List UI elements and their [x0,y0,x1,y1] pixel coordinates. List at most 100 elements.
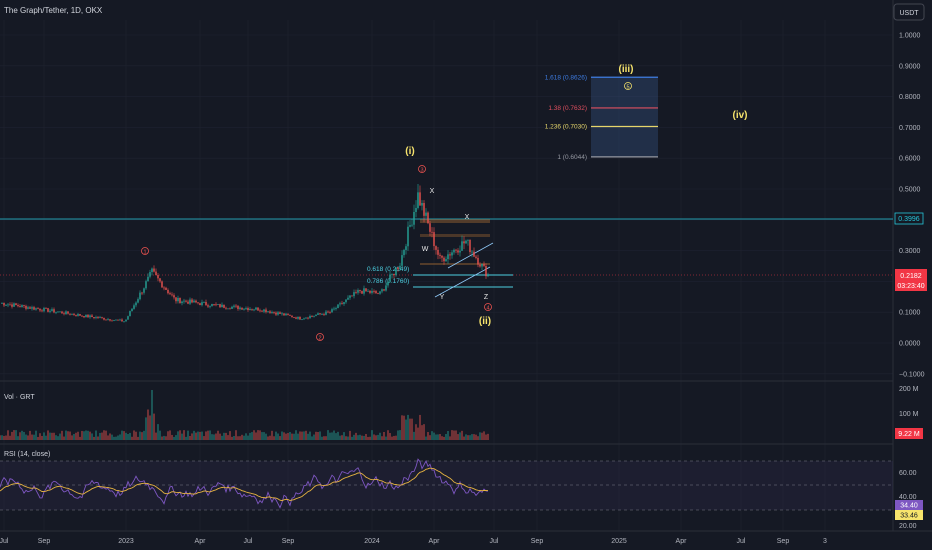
candle-body [221,304,223,308]
volume-bar [407,414,409,440]
candle-body [107,319,109,321]
volume-bar [247,435,249,440]
candle-body [367,290,369,292]
volume-bar [65,430,67,440]
candle-body [63,313,65,315]
candle-body [391,273,393,275]
volume-bar [327,430,329,440]
volume-bar [229,431,231,440]
currency-button[interactable] [893,3,925,21]
volume-bar [371,430,373,440]
candle-body [243,308,245,310]
candle-body [457,250,459,253]
volume-bar [239,436,241,440]
candle-body [421,203,423,206]
candle-body [157,275,159,279]
volume-bar [115,436,117,440]
volume-bar [147,409,149,440]
volume-bar [233,435,235,440]
wave-label-x-second: X [465,214,470,221]
volume-bar [225,432,227,440]
price-tick: 0.5000 [899,187,921,194]
time-axis[interactable]: Jul Sep 2023 Apr Jul Sep 2024 Apr Jul Sep 2025 Apr J… [0,538,827,545]
volume-bar [357,435,359,440]
candle-body [429,223,431,232]
candle-body [321,314,323,315]
price-series[interactable] [1,183,489,323]
volume-bar [295,430,297,440]
candle-body [229,308,231,310]
candle-body [459,250,461,253]
symbol-title[interactable]: The Graph/Tether, 1D, OKX [4,6,103,15]
candle-body [435,246,437,250]
volume-bar [329,432,331,440]
candle-body [299,316,301,320]
wave-label-w: W [422,246,429,253]
volume-bar [97,436,99,440]
volume-bar [189,435,191,440]
candle-body [241,307,243,310]
volume-bar [35,430,37,440]
volume-bar [383,431,385,440]
candle-body [481,263,483,267]
volume-bar [395,435,397,440]
volume-bar [399,430,401,440]
candle-body [265,309,267,313]
volume-bar [11,431,13,440]
volume-bar [249,432,251,440]
volume-bar [359,434,361,440]
volume-bar [43,432,45,440]
volume-bar [69,431,71,440]
time-label: Sep [777,538,790,545]
candle-body [27,307,29,309]
candle-body [337,304,339,309]
volume-bar [335,433,337,440]
volume-bar [141,432,143,440]
time-label: 2025 [611,538,627,545]
volume-bar [81,430,83,440]
candle-body [205,301,207,306]
price-tick: −0.1000 [899,371,925,378]
volume-bar [221,435,223,440]
volume-bar [207,430,209,440]
volume-bar [99,432,101,440]
candle-body [121,319,123,322]
volume-bar [339,435,341,440]
wave-circle-3 [418,165,426,173]
candle-body [129,311,131,317]
volume-bar [193,430,195,440]
candle-body [427,212,429,224]
candle-body [331,309,333,313]
volume-bar [277,433,279,440]
candle-body [11,304,13,307]
candle-body [261,310,263,312]
time-label: Apr [195,538,207,545]
candle-body [431,231,433,233]
volume-bar [183,430,185,440]
volume-bar [443,436,445,440]
fib-extension[interactable]: 1.618 (0.8626) 1.38 (0.7632) 1.236 (0.7030… [545,64,658,161]
candle-body [385,285,387,291]
currency-button-label: USDT [899,10,919,17]
wave-label-iii: (iii) [619,64,634,75]
wave-label-z: Z [484,294,489,301]
volume-bar [71,435,73,440]
volume-bar [67,431,69,440]
volume-bar [15,430,17,440]
candle-body [135,302,137,306]
candle-body [17,305,19,307]
volume-bar [287,432,289,440]
volume-bar [427,432,429,440]
fib-zone-mid [420,234,490,237]
candle-body [131,308,133,312]
candle-body [443,257,445,262]
wave-circle-2-label: 2 [318,336,321,342]
candle-body [35,308,37,310]
volume-bar [391,436,393,440]
volume-bar [379,432,381,440]
candle-body [223,304,225,308]
candle-body [371,290,373,293]
price-tick: 0.3000 [899,248,921,255]
candle-body [317,313,319,315]
volume-bar [323,436,325,440]
